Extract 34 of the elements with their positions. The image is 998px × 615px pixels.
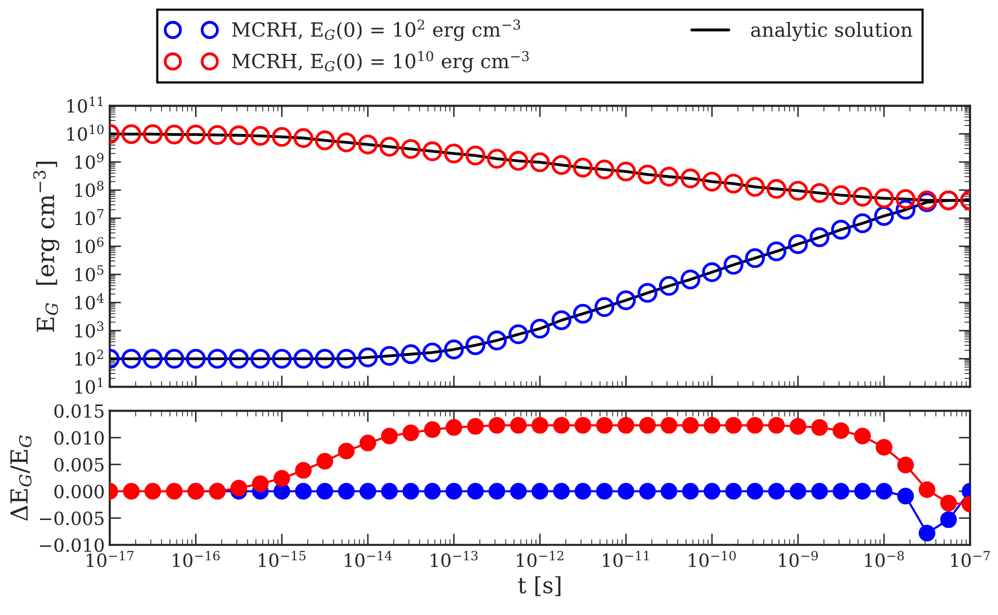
y-tick-label: 10$^{11}$ <box>67 96 103 113</box>
x-tick-label: 10$^{−16}$ <box>172 550 220 568</box>
legend-label: MCRH, E$_{G}$(0) = 10$^{10}$ erg cm$^{−3}$ <box>232 50 529 72</box>
y-tick-label: 10$^{3}$ <box>75 321 104 338</box>
x-tick-label: 10$^{−17}$ <box>86 550 134 568</box>
x-tick-label: 10$^{−15}$ <box>258 550 306 568</box>
y-tick-label: 10$^{7}$ <box>75 209 104 226</box>
y-tick-label: 10$^{5}$ <box>75 265 104 282</box>
x-tick-label: 10$^{−12}$ <box>516 550 564 568</box>
legend-label: analytic solution <box>751 22 912 42</box>
y-tick-label: 10$^{9}$ <box>75 152 104 169</box>
y-tick-label: 0.005 <box>54 458 104 472</box>
y-tick-label: 0.000 <box>54 484 104 498</box>
x-tick-label: 10$^{−11}$ <box>602 550 649 568</box>
x-tick-label: 10$^{−9}$ <box>779 550 818 568</box>
y-tick-label: 0.010 <box>54 431 104 445</box>
y-tick-label: 10$^{2}$ <box>75 350 104 366</box>
x-tick-label: 10$^{−14}$ <box>344 550 392 568</box>
x-tick-label: 10$^{−10}$ <box>688 550 736 568</box>
y-tick-label: −0.005 <box>40 512 104 526</box>
x-axis-title: t [s] <box>518 576 560 596</box>
y-tick-label: 0.015 <box>54 404 104 418</box>
y-axis-title: E$_{G}$ [erg cm$^{−3}$] <box>33 162 60 332</box>
legend-label: MCRH, E$_{G}$(0) = 10$^{2}$ erg cm$^{−3}$ <box>232 19 520 41</box>
y-tick-label: 10$^{8}$ <box>75 180 104 198</box>
y-tick-label: 10$^{6}$ <box>75 237 104 254</box>
y-tick-label: 10$^{10}$ <box>67 124 104 141</box>
y-tick-label: 10$^{4}$ <box>75 293 104 310</box>
y-axis-title: ΔE$_{G}$/E$_{G}$ <box>10 435 32 521</box>
x-tick-label: 10$^{−7}$ <box>951 551 990 568</box>
x-tick-label: 10$^{−13}$ <box>430 550 478 568</box>
y-tick-label: 10$^{1}$ <box>75 378 103 394</box>
x-tick-label: 10$^{−8}$ <box>865 550 904 568</box>
y-tick-label: −0.010 <box>40 538 104 552</box>
